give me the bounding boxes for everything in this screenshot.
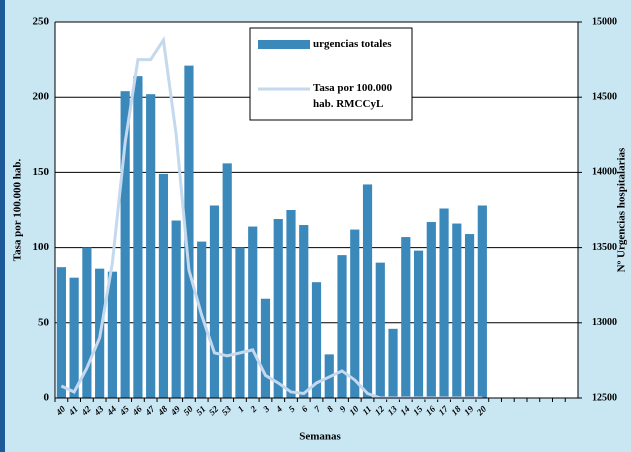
- x-tick-label: 44: [104, 403, 118, 417]
- bar: [82, 247, 92, 398]
- y2-tick-label: 15000: [592, 16, 617, 27]
- bar: [209, 205, 220, 398]
- y-tick-label: 150: [33, 166, 50, 178]
- bar: [311, 282, 322, 398]
- y2-tick-label: 14000: [592, 167, 617, 178]
- bar: [146, 94, 156, 398]
- y2-axis-title: Nº Urgencias hospitalarias: [616, 147, 628, 272]
- bar: [184, 65, 194, 398]
- x-tick-label: 7: [312, 403, 323, 414]
- bar: [477, 205, 487, 398]
- bar: [426, 222, 436, 398]
- x-tick-label: 47: [142, 403, 156, 417]
- bar: [350, 229, 360, 398]
- x-tick-label: 8: [325, 403, 336, 414]
- y2-tick-label: 14500: [592, 91, 617, 102]
- x-axis-title: Semanas: [299, 431, 341, 443]
- y-tick-label: 100: [33, 241, 50, 253]
- bar: [299, 225, 309, 398]
- y-tick-label: 50: [38, 316, 50, 328]
- x-tick-label: 5: [287, 403, 298, 414]
- bar: [120, 91, 130, 399]
- x-tick-label: 41: [66, 404, 80, 418]
- bar: [69, 277, 79, 398]
- x-tick-label: 1: [236, 404, 246, 414]
- legend-label: urgencias totales: [313, 38, 392, 50]
- y-tick-label: 250: [33, 16, 50, 28]
- y-tick-label: 0: [44, 392, 50, 404]
- bar: [171, 220, 181, 398]
- bar: [260, 298, 271, 398]
- x-tick-label: 49: [168, 403, 182, 417]
- bar: [413, 250, 424, 398]
- x-tick-label: 10: [347, 403, 361, 417]
- bar: [362, 184, 373, 398]
- x-tick-label: 2: [248, 403, 259, 414]
- bar: [439, 208, 449, 398]
- legend-label: Tasa por 100.000 hab. RMCCyL: [313, 82, 393, 110]
- x-tick-label: 4: [273, 403, 284, 414]
- x-tick-label: 3: [260, 403, 271, 414]
- bar: [375, 262, 385, 398]
- x-tick-label: 20: [474, 403, 488, 417]
- y-axis-title: Tasa por 100.000 hab.: [12, 159, 24, 262]
- x-tick-label: 9: [338, 403, 349, 414]
- bar: [158, 173, 169, 398]
- bar: [464, 234, 475, 398]
- bar: [337, 255, 347, 398]
- bar: [235, 247, 245, 398]
- bar: [133, 76, 143, 399]
- bar: [107, 271, 117, 398]
- legend-swatch: [258, 40, 310, 49]
- y2-tick-label: 13000: [592, 317, 617, 328]
- bar: [56, 267, 66, 398]
- left-border: [0, 0, 5, 452]
- y2-tick-label: 12500: [592, 392, 617, 403]
- x-tick-label: 40: [53, 403, 67, 417]
- x-tick-label: 45: [117, 403, 131, 417]
- x-tick-label: 46: [130, 403, 144, 417]
- bar: [401, 237, 411, 398]
- bar: [273, 219, 283, 398]
- x-tick-label: 6: [299, 403, 310, 414]
- bar: [452, 223, 462, 398]
- x-tick-label: 53: [220, 403, 234, 417]
- bar: [286, 210, 296, 398]
- y-tick-label: 200: [33, 91, 50, 103]
- bar: [248, 226, 258, 398]
- x-tick-label: 43: [91, 403, 105, 417]
- x-tick-label: 48: [155, 403, 169, 417]
- bar: [388, 328, 398, 398]
- x-tick-label: 11: [360, 404, 373, 417]
- x-tick-label: 51: [194, 404, 207, 417]
- y2-tick-label: 13500: [592, 242, 617, 253]
- x-tick-label: 42: [79, 403, 93, 417]
- bar: [222, 163, 232, 398]
